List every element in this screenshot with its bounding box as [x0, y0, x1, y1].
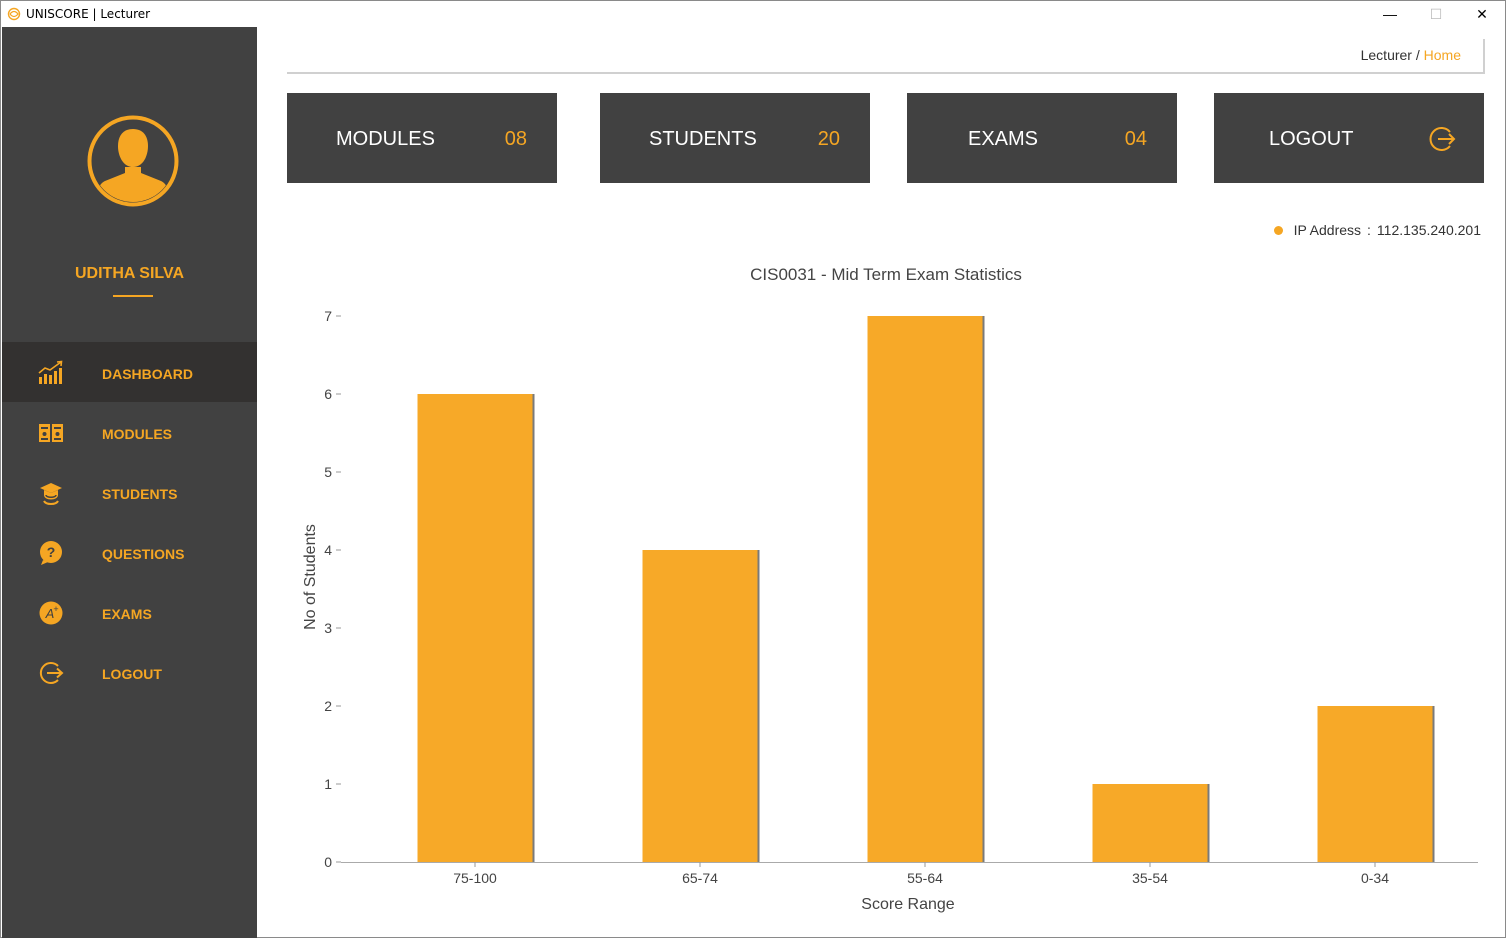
svg-text:?: ? — [47, 544, 56, 560]
svg-text:A: A — [45, 606, 55, 621]
nav-label-students: STUDENTS — [102, 486, 178, 502]
nav-label-questions: QUESTIONS — [102, 546, 185, 562]
app-logo-icon — [7, 7, 21, 21]
user-avatar-icon — [87, 115, 179, 207]
x-tick-label: 75-100 — [453, 870, 497, 886]
x-axis-label: Score Range — [861, 896, 954, 913]
minimize-button[interactable]: — — [1383, 6, 1397, 22]
breadcrumb: Lecturer / Home — [1361, 47, 1461, 63]
x-tick-label: 0-34 — [1361, 870, 1389, 886]
dashboard-chart-icon — [38, 360, 63, 384]
ip-address-indicator: IP Address : 112.135.240.201 — [1273, 222, 1481, 238]
logout-card-label: LOGOUT — [1269, 128, 1354, 150]
y-tick-label: 7 — [324, 308, 332, 324]
nav-item-logout[interactable]: LOGOUT — [2, 642, 257, 702]
window-title: UNISCORE | Lecturer — [26, 7, 151, 21]
svg-text:+: + — [53, 604, 58, 614]
bar-0-34 — [1317, 706, 1433, 862]
exams-card-count: 04 — [1124, 128, 1147, 150]
question-bubble-icon: ? — [40, 541, 62, 565]
breadcrumb-bar: Lecturer / Home — [287, 39, 1485, 74]
y-tick-label: 3 — [324, 620, 332, 636]
nav-label-dashboard: DASHBOARD — [102, 366, 193, 382]
y-tick-label: 1 — [324, 776, 332, 792]
logout-card-icon — [1429, 127, 1456, 151]
maximize-button[interactable]: ☐ — [1429, 5, 1443, 22]
students-card-count: 20 — [817, 128, 840, 150]
nav-item-students[interactable]: STUDENTS — [2, 462, 257, 522]
modules-card-label: MODULES — [336, 128, 435, 150]
y-tick-label: 5 — [324, 464, 332, 480]
y-tick-label: 0 — [324, 854, 332, 870]
exam-statistics-chart: CIS0031 - Mid Term Exam Statistics 0 1 2 3 4 5… — [302, 265, 1478, 913]
ip-value: 112.135.240.201 — [1376, 222, 1481, 238]
close-button[interactable]: ✕ — [1476, 5, 1488, 22]
logout-card[interactable]: LOGOUT — [1214, 93, 1484, 183]
y-tick-label: 6 — [324, 386, 332, 402]
students-card-label: STUDENTS — [649, 128, 757, 150]
sidebar: UDITHA SILVA DASHBOARD — [2, 27, 257, 938]
bar-55-64 — [867, 316, 983, 862]
bar-65-74 — [642, 550, 758, 862]
nav-item-exams[interactable]: A + EXAMS — [2, 582, 257, 642]
bar-75-100 — [417, 394, 533, 862]
ip-label: IP Address — [1293, 222, 1362, 238]
exams-card[interactable]: EXAMS 04 — [907, 93, 1177, 183]
y-axis-label: No of Students — [302, 524, 319, 630]
breadcrumb-parent[interactable]: Lecturer / — [1360, 47, 1420, 63]
modules-book-icon — [39, 424, 63, 442]
exam-grade-icon: A + — [39, 601, 63, 625]
x-tick-label: 35-54 — [1132, 870, 1168, 886]
modules-card-count: 08 — [504, 128, 527, 150]
status-dot — [1273, 225, 1283, 235]
student-graduate-icon — [40, 483, 62, 505]
students-card[interactable]: STUDENTS 20 — [600, 93, 870, 183]
nav-label-logout: LOGOUT — [102, 666, 162, 682]
modules-card[interactable]: MODULES 08 — [287, 93, 557, 183]
nav-item-modules[interactable]: MODULES — [2, 402, 257, 462]
x-tick-label: 55-64 — [907, 870, 943, 886]
x-tick-label: 65-74 — [682, 870, 718, 886]
y-tick-label: 4 — [324, 542, 332, 558]
breadcrumb-current[interactable]: Home — [1423, 47, 1461, 63]
title-bar: UNISCORE | Lecturer — ☐ ✕ — [1, 1, 1505, 27]
nav-label-exams: EXAMS — [102, 606, 152, 622]
exams-card-label: EXAMS — [968, 128, 1039, 150]
chart-title: CIS0031 - Mid Term Exam Statistics — [750, 265, 1022, 284]
user-name: UDITHA SILVA — [74, 265, 185, 282]
nav-label-modules: MODULES — [102, 426, 172, 442]
ip-separator: : — [1367, 222, 1371, 238]
nav-item-questions[interactable]: ? QUESTIONS — [2, 522, 257, 582]
y-tick-label: 2 — [324, 698, 332, 714]
nav-item-dashboard[interactable]: DASHBOARD — [2, 342, 257, 402]
user-name-underline — [113, 295, 153, 297]
logout-icon — [39, 662, 64, 684]
bar-35-54 — [1092, 784, 1208, 862]
